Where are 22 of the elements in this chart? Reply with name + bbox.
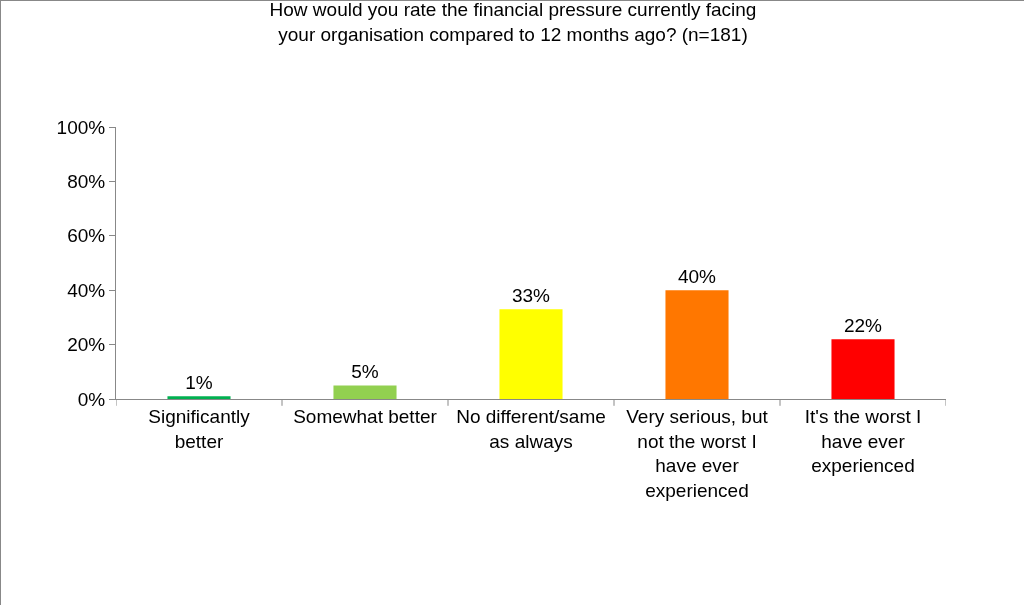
- chart-title: How would you rate the financial pressure currently facing your organisation compared to 12 months ago? (n=181): [269, 0, 757, 45]
- x-tick-label: Very serious, but not the worst I have ever experienced: [626, 405, 769, 501]
- bar: [831, 339, 895, 399]
- x-tick-label: No different/same as always: [456, 405, 606, 452]
- data-label: 33%: [511, 285, 551, 307]
- bar: [167, 396, 231, 399]
- y-tick-label: 80%: [67, 171, 106, 193]
- data-label: 5%: [351, 361, 379, 383]
- bar: [333, 385, 397, 399]
- data-label: 1%: [185, 372, 213, 394]
- y-tick-label: 40%: [67, 279, 106, 301]
- data-label: 40%: [677, 266, 717, 288]
- bar: [499, 309, 563, 399]
- y-tick-label: 0%: [77, 388, 106, 410]
- bar: [665, 290, 729, 399]
- y-tick-label: 60%: [67, 225, 106, 247]
- y-tick-label: 100%: [56, 116, 106, 138]
- x-tick-label: Somewhat better: [293, 405, 438, 427]
- data-label: 22%: [843, 315, 883, 337]
- y-tick-label: 20%: [67, 334, 106, 356]
- x-tick-label: Significantly better: [148, 405, 251, 452]
- x-tick-label: It's the worst I have ever experienced: [804, 405, 922, 477]
